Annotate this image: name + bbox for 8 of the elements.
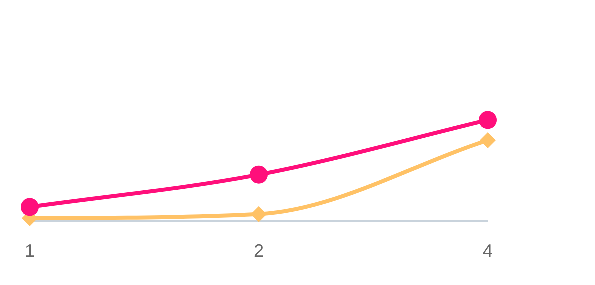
point: [479, 111, 497, 130]
point: [250, 166, 268, 184]
x-tick-label: 2: [254, 241, 264, 262]
point: [21, 198, 39, 216]
x-tick-label: 1: [24, 241, 36, 262]
x-tick-label: 4: [482, 241, 494, 262]
point: [480, 132, 496, 148]
point: [251, 206, 267, 222]
